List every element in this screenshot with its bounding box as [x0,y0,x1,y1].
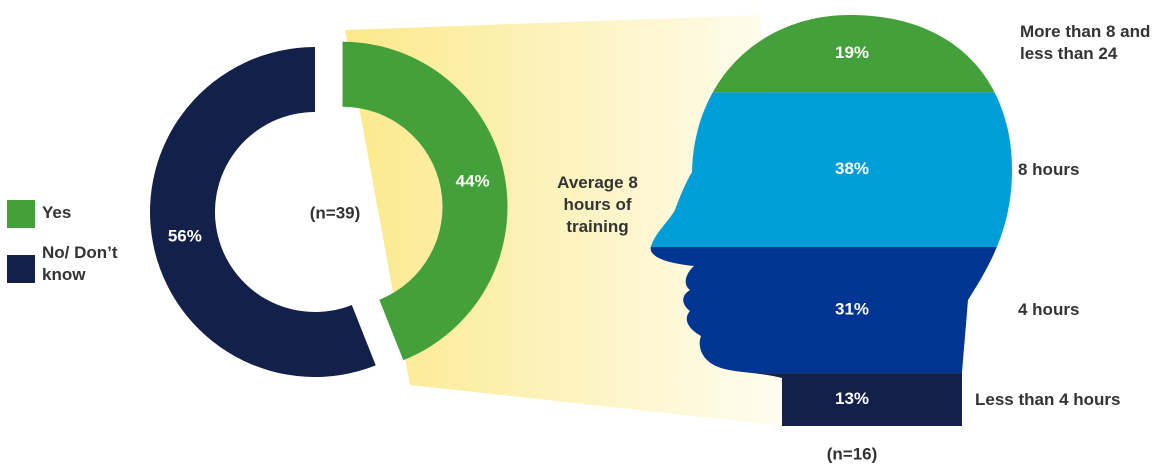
center-annotation: Average 8 hours of training [557,173,638,236]
value-label: 19% [835,43,869,62]
category-label: Less than 4 hours [975,389,1121,409]
head-band [650,246,1012,374]
category-label: 4 hours [1018,300,1080,320]
legend-swatch [7,200,35,228]
category-label: More than 8 and less than 24 [1020,21,1151,63]
value-label: 38% [835,159,869,178]
donut-slice [342,41,508,361]
value-label: 31% [835,300,869,319]
head-band [650,92,1012,247]
sample-size: (n=39) [310,203,361,222]
value-label: 13% [835,389,869,408]
legend-swatch [7,255,35,283]
category-label: 8 hours [1018,159,1080,179]
sample-size: (n=16) [827,444,878,463]
value-label: 44% [456,171,490,190]
legend-label: No/ Don’t know [42,243,118,284]
legend-label: Yes [42,203,72,222]
value-label: 56% [168,226,202,245]
donut-slice [149,47,376,377]
